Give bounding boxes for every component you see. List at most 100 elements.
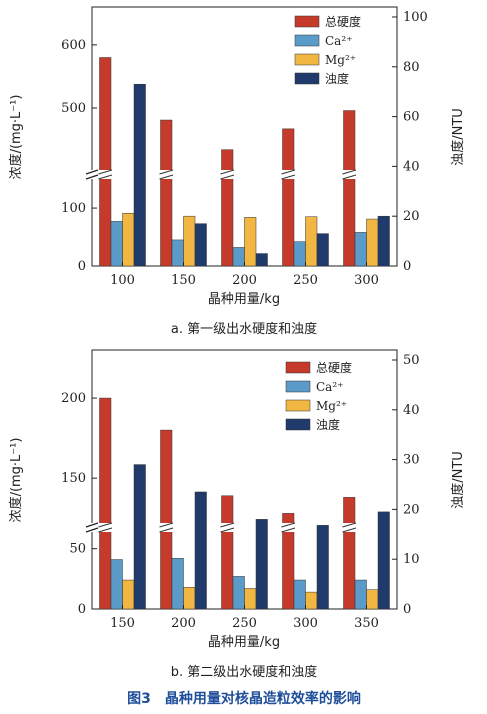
legend-swatch-total <box>294 15 320 28</box>
y2-tick-label: 50 <box>403 353 420 368</box>
bar-break-300 <box>281 522 296 533</box>
legend-label-turb: 浊度 <box>316 417 340 432</box>
bar-mg-300 <box>305 591 318 610</box>
bar-turb-250 <box>255 519 268 610</box>
bar-turb-250 <box>316 233 329 267</box>
panel-a-axis-break-left <box>84 169 102 180</box>
panel-a-y2-axis-label: 浊度/NTU <box>450 108 466 166</box>
legend-label-total: 总硬度 <box>316 360 352 375</box>
bar-total-300 <box>343 110 356 267</box>
x-tick-label: 100 <box>110 273 135 288</box>
bar-total-100 <box>99 57 112 267</box>
y2-tick-label: 20 <box>403 502 420 517</box>
legend-label-ca: Ca²⁺ <box>316 380 343 394</box>
bar-break-200 <box>159 522 174 533</box>
legend-label-total: 总硬度 <box>325 14 361 29</box>
panel-b-caption: b. 第二级出水硬度和浊度 <box>171 664 318 680</box>
panel-b-x-axis-label: 晶种用量/kg <box>208 635 280 650</box>
y2-tick-label: 40 <box>403 403 420 418</box>
panel-a-caption: a. 第一级出水硬度和浊度 <box>171 321 317 337</box>
legend-swatch-turb <box>294 72 320 85</box>
y2-tick-label: 0 <box>403 259 411 274</box>
x-tick-label: 150 <box>171 273 196 288</box>
bar-break-150 <box>98 522 113 533</box>
bar-mg-300 <box>366 218 379 267</box>
x-tick-label: 200 <box>171 616 196 631</box>
legend-label-ca: Ca²⁺ <box>325 34 352 48</box>
legend-swatch-mg <box>285 399 311 412</box>
x-tick-label: 200 <box>232 273 257 288</box>
bar-total-200 <box>221 149 234 267</box>
x-tick-label: 350 <box>354 616 379 631</box>
panel-b-axis-break-left <box>84 522 102 533</box>
x-tick-label: 300 <box>293 616 318 631</box>
legend-swatch-ca <box>294 34 320 47</box>
panel-b-legend: 总硬度 Ca²⁺ Mg²⁺ 浊度 <box>285 360 352 432</box>
panel-a-x-axis-label: 晶种用量/kg <box>208 292 280 307</box>
y-tick-label: 200 <box>61 391 86 406</box>
panel-b-ticks: 150 200 250 300 350 0 50 150 200 0 10 20 30 40 50 <box>61 353 419 631</box>
bar-ca-350 <box>354 579 367 610</box>
y2-tick-label: 30 <box>403 453 420 468</box>
x-tick-label: 250 <box>232 616 257 631</box>
bar-ca-250 <box>232 576 245 610</box>
bar-total-200 <box>160 429 173 610</box>
bar-ca-150 <box>171 239 184 267</box>
bar-break-250 <box>220 522 235 533</box>
legend-label-mg: Mg²⁺ <box>316 399 347 413</box>
bar-mg-350 <box>366 589 379 610</box>
bar-break-250 <box>281 169 296 180</box>
bar-mg-100 <box>122 213 135 267</box>
y-tick-label: 100 <box>61 201 86 216</box>
y2-tick-label: 80 <box>403 60 420 75</box>
x-tick-label: 250 <box>293 273 318 288</box>
y2-tick-label: 60 <box>403 110 420 125</box>
x-tick-label: 150 <box>110 616 135 631</box>
bar-break-300 <box>342 169 357 180</box>
legend-label-mg: Mg²⁺ <box>325 53 356 67</box>
y-tick-label: 50 <box>69 542 86 557</box>
panel-a-y-axis-label: 浓度/(mg·L⁻¹) <box>8 95 24 180</box>
y2-tick-label: 40 <box>403 159 420 174</box>
x-tick-label: 300 <box>354 273 379 288</box>
bar-ca-300 <box>354 232 367 267</box>
bar-mg-150 <box>183 215 196 267</box>
bar-mg-250 <box>305 216 318 267</box>
legend-swatch-turb <box>285 418 311 431</box>
panel-a-ticks: 100 150 200 250 300 0 100 500 600 0 20 40 60 80 100 <box>61 10 428 288</box>
legend-label-turb: 浊度 <box>325 71 349 86</box>
legend-swatch-ca <box>285 380 311 393</box>
bar-turb-200 <box>255 253 268 267</box>
bar-mg-250 <box>244 588 257 610</box>
bar-ca-300 <box>293 579 306 610</box>
bar-mg-200 <box>244 217 257 267</box>
panel-b-y2-axis-label: 浊度/NTU <box>450 451 466 509</box>
bar-ca-200 <box>232 247 245 267</box>
panel-a-legend: 总硬度 Ca²⁺ Mg²⁺ 浊度 <box>294 14 361 86</box>
legend-swatch-mg <box>294 53 320 66</box>
bar-break-100 <box>98 169 113 180</box>
bar-total-300 <box>282 513 295 610</box>
bar-total-350 <box>343 497 356 610</box>
bar-turb-200 <box>194 491 207 610</box>
bar-total-150 <box>99 397 112 610</box>
bar-total-250 <box>221 495 234 610</box>
panel-a: 100 150 200 250 300 0 100 500 600 0 20 40 60 80 100 浓度… <box>8 6 466 337</box>
bar-turb-300 <box>316 525 329 610</box>
bar-mg-150 <box>122 579 135 610</box>
bar-turb-150 <box>194 223 207 267</box>
bar-turb-100 <box>133 83 146 267</box>
bar-break-350 <box>342 522 357 533</box>
y-tick-label: 500 <box>61 101 86 116</box>
bar-ca-100 <box>110 221 123 267</box>
bar-turb-150 <box>133 464 146 610</box>
panel-b-y-axis-label: 浓度/(mg·L⁻¹) <box>8 438 24 523</box>
bar-break-200 <box>220 169 235 180</box>
y2-tick-label: 20 <box>403 209 420 224</box>
y-tick-label: 0 <box>78 602 86 617</box>
legend-swatch-total <box>285 361 311 374</box>
y2-tick-label: 100 <box>403 10 428 25</box>
panel-a-bars <box>98 57 390 267</box>
panel-b-bars <box>98 397 390 610</box>
